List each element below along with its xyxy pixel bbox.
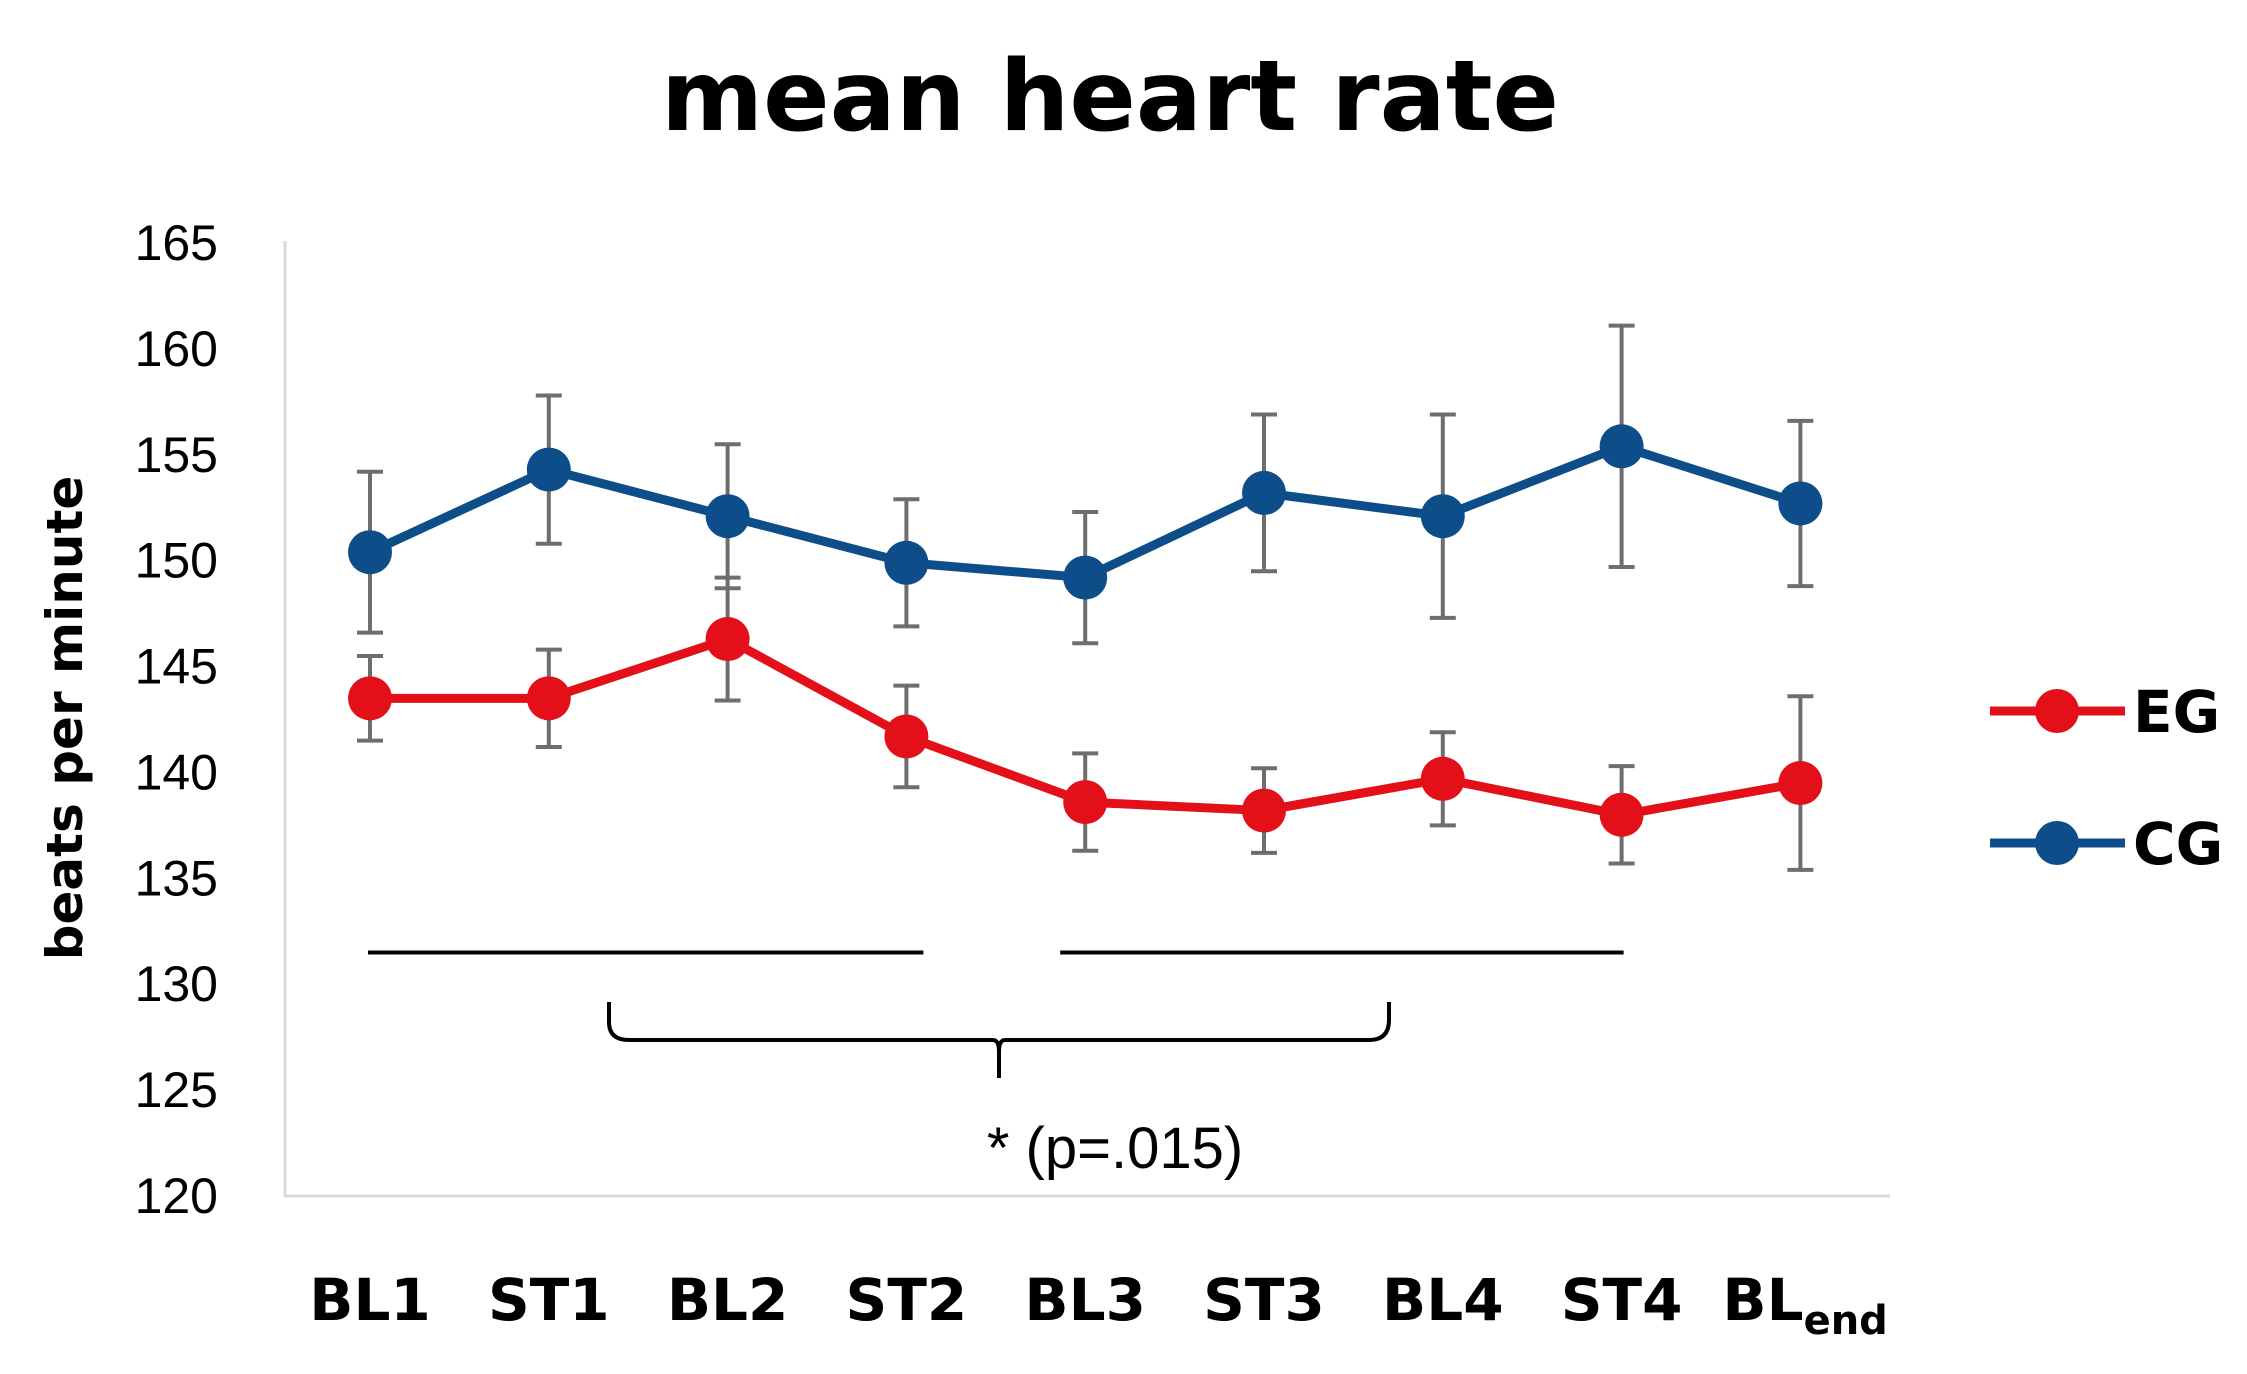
- x-tick-label: BL3: [1024, 1266, 1146, 1334]
- data-point: [884, 714, 929, 759]
- y-tick-label: 120: [135, 1168, 218, 1224]
- x-tick-label: ST4: [1561, 1266, 1683, 1334]
- data-point: [884, 540, 929, 585]
- data-point: [348, 676, 392, 721]
- series-group: [348, 323, 1823, 872]
- axes: [283, 241, 1890, 1198]
- y-tick-label: 125: [135, 1062, 218, 1118]
- data-point: [705, 494, 750, 539]
- data-point: [1778, 761, 1823, 806]
- data-point: [1063, 555, 1108, 600]
- chart-title: mean heart rate: [661, 40, 1559, 154]
- data-point: [1599, 424, 1644, 469]
- y-tick-label: 155: [135, 427, 218, 483]
- x-tick-label: BL2: [667, 1266, 789, 1334]
- x-tick-label: ST3: [1203, 1266, 1325, 1334]
- curly-brace: [607, 1002, 1391, 1078]
- data-point: [348, 530, 392, 575]
- y-axis-label: beats per minute: [36, 476, 94, 961]
- data-point: [1599, 792, 1644, 837]
- legend-marker: [2035, 689, 2079, 733]
- y-tick-label: 145: [135, 639, 218, 695]
- y-tick-label: 140: [135, 744, 218, 800]
- significance-annotation: * (p=.015): [368, 950, 1624, 1181]
- y-tick-label: 135: [135, 850, 218, 906]
- y-tick-label: 130: [135, 956, 218, 1012]
- y-tick-label: 150: [135, 533, 218, 589]
- data-point: [1778, 481, 1823, 526]
- x-tick-subscript: end: [1804, 1298, 1888, 1344]
- legend-item-EG: EG: [1990, 678, 2220, 746]
- legend-marker: [2035, 821, 2079, 865]
- x-tick-label: ST1: [488, 1266, 610, 1334]
- tick-labels: 120 125 130 135 140 145 150 155 160 165 BL1 ST1 BL2 S…: [135, 215, 1888, 1344]
- legend-item-CG: CG: [1990, 810, 2223, 878]
- series-EG: [348, 575, 1823, 872]
- data-point: [526, 447, 571, 492]
- y-tick-label: 165: [135, 215, 218, 271]
- legend-label: EG: [2133, 678, 2220, 746]
- legend: EG CG: [1990, 678, 2223, 878]
- data-point: [1063, 780, 1108, 825]
- data-point: [1420, 756, 1465, 801]
- x-tick-label: BL1: [309, 1266, 431, 1334]
- data-point: [1420, 494, 1465, 539]
- x-tick-label: ST2: [846, 1266, 968, 1334]
- x-tick-label: BL4: [1382, 1266, 1504, 1334]
- data-point: [705, 617, 750, 662]
- legend-label: CG: [2133, 810, 2223, 878]
- x-tick-label: BLend: [1722, 1266, 1887, 1344]
- data-point: [1242, 470, 1286, 515]
- y-tick-label: 160: [135, 321, 218, 377]
- data-point: [526, 676, 571, 721]
- annotation-text: * (p=.015): [987, 1116, 1243, 1181]
- series-CG: [348, 323, 1823, 646]
- data-point: [1242, 788, 1286, 833]
